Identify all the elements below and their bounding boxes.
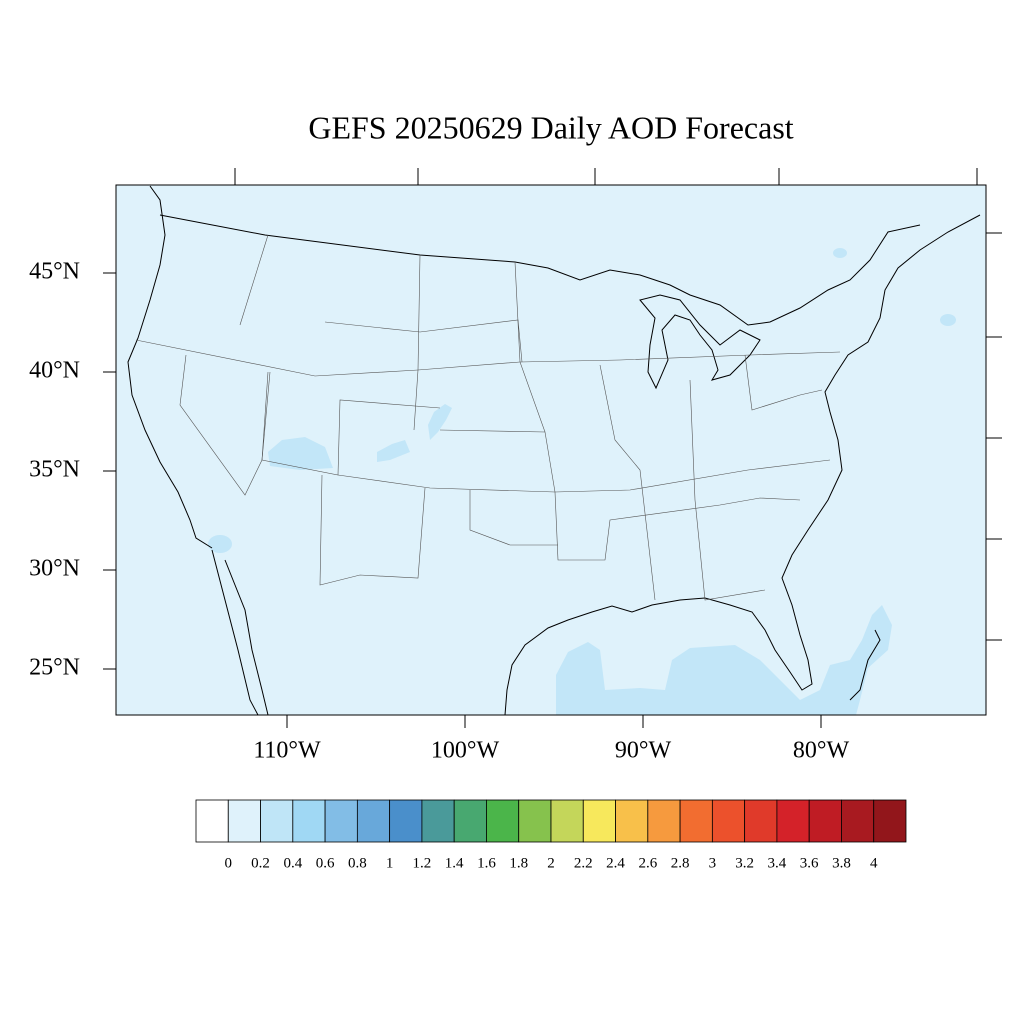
colorbar-label: 0 [225,855,233,871]
colorbar-box [744,799,778,843]
lat-label: 25°N [29,655,80,681]
colorbar: 0 0.2 0.4 0.6 0.8 1 1.2 1.4 1.6 1.8 2 2.2 2.4 2.6 2.8 3… [195,799,907,871]
colorbar-label: 3.2 [735,855,754,871]
colorbar-label: 1.6 [477,855,496,871]
colorbar-label: 3 [709,855,717,871]
lon-label: 100°W [431,738,500,764]
colorbar-box [518,799,552,843]
colorbar-box [776,799,810,843]
colorbar-label: 2.6 [638,855,657,871]
colorbar-label: 4 [870,855,878,871]
state-borders [135,234,841,601]
colorbar-label: 1.4 [445,855,464,871]
colorbar-box [227,799,261,843]
colorbar-box [421,799,455,843]
colorbar-box [873,799,907,843]
lon-label: 80°W [793,738,850,764]
colorbar-box [260,799,294,843]
colorbar-label: 3.6 [800,855,819,871]
colorbar-label: 1.2 [413,855,432,871]
colorbar-box [679,799,713,843]
colorbar-label: 0.4 [283,855,302,871]
colorbar-box [486,799,520,843]
colorbar-box [808,799,842,843]
colorbar-box [647,799,681,843]
colorbar-box [550,799,584,843]
colorbar-label: 2.4 [606,855,625,871]
lat-label: 30°N [29,556,80,582]
colorbar-box [582,799,616,843]
lat-label: 40°N [29,358,80,384]
map-ticks [103,168,1002,728]
colorbar-label: 0.2 [251,855,270,871]
colorbar-box [292,799,326,843]
colorbar-label: 2 [547,855,555,871]
lat-label: 45°N [29,259,80,285]
colorbar-box [841,799,875,843]
colorbar-label: 1.8 [509,855,528,871]
colorbar-label: 2.8 [671,855,690,871]
lon-label: 90°W [615,738,672,764]
aod-shading [208,248,956,715]
colorbar-box [615,799,649,843]
colorbar-box [711,799,746,843]
colorbar-label: 1 [386,855,394,871]
colorbar-box [453,799,487,843]
lon-label: 110°W [253,738,321,764]
map-area [103,168,1002,728]
colorbar-label: 0.8 [348,855,367,871]
colorbar-box [195,799,229,843]
colorbar-label: 0.6 [316,855,335,871]
map-frame [115,184,987,716]
colorbar-box [389,799,423,843]
map-background [116,185,986,715]
colorbar-label: 2.2 [574,855,593,871]
colorbar-label: 3.4 [768,855,787,871]
colorbar-box [324,799,358,843]
colorbar-label: 3.8 [832,855,851,871]
colorbar-box [356,799,391,843]
lat-label: 35°N [29,457,80,483]
map-title: GEFS 20250629 Daily AOD Forecast [308,109,793,145]
